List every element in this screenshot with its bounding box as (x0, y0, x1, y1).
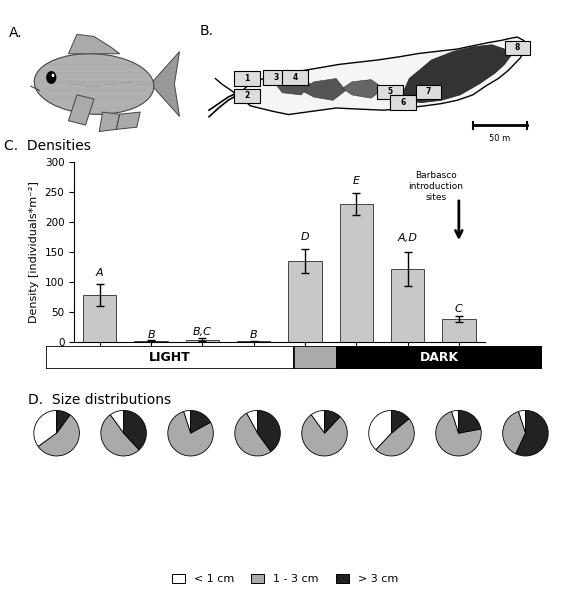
Polygon shape (301, 79, 345, 100)
Bar (294, 346, 337, 369)
FancyBboxPatch shape (377, 85, 403, 99)
Polygon shape (343, 80, 384, 98)
Wedge shape (38, 415, 79, 456)
Text: D: D (300, 232, 310, 242)
Text: B: B (147, 329, 155, 340)
Text: 50 m: 50 m (489, 134, 510, 143)
Bar (186, 340, 219, 342)
Text: 2: 2 (245, 91, 250, 100)
Wedge shape (435, 412, 481, 456)
Circle shape (46, 71, 56, 84)
Circle shape (52, 74, 54, 77)
Text: E: E (353, 176, 360, 186)
FancyBboxPatch shape (234, 71, 260, 86)
Polygon shape (68, 34, 120, 54)
Text: 1: 1 (245, 74, 250, 83)
Wedge shape (168, 412, 213, 456)
Wedge shape (124, 410, 146, 450)
Wedge shape (56, 410, 70, 433)
Wedge shape (110, 410, 124, 433)
Wedge shape (101, 415, 139, 456)
Text: D.  Size distributions: D. Size distributions (28, 393, 172, 407)
Text: C: C (455, 304, 463, 314)
FancyBboxPatch shape (263, 70, 288, 85)
FancyBboxPatch shape (390, 95, 416, 110)
Wedge shape (235, 413, 271, 456)
Text: A,D: A,D (397, 233, 418, 243)
Wedge shape (392, 410, 409, 433)
Y-axis label: Density [individuals*m⁻²]: Density [individuals*m⁻²] (29, 181, 39, 323)
Wedge shape (503, 412, 526, 454)
Wedge shape (324, 410, 340, 433)
Polygon shape (276, 77, 311, 95)
Bar (337, 346, 542, 369)
Text: DARK: DARK (420, 351, 459, 364)
Text: A.: A. (9, 26, 22, 40)
Text: 3: 3 (273, 73, 278, 82)
Bar (135, 341, 168, 342)
Wedge shape (516, 410, 548, 456)
Bar (391, 269, 424, 342)
Wedge shape (258, 410, 280, 452)
FancyBboxPatch shape (234, 89, 260, 103)
Text: 8: 8 (515, 43, 520, 52)
Text: B.: B. (200, 24, 214, 38)
Polygon shape (400, 45, 511, 103)
Wedge shape (376, 419, 414, 456)
Text: A: A (96, 268, 104, 278)
Bar (442, 319, 475, 342)
Text: 7: 7 (426, 87, 431, 96)
Ellipse shape (34, 53, 154, 115)
Wedge shape (451, 410, 458, 433)
Wedge shape (369, 410, 392, 450)
Wedge shape (518, 410, 526, 433)
Wedge shape (34, 410, 56, 446)
Wedge shape (184, 410, 190, 433)
FancyBboxPatch shape (416, 85, 441, 99)
Wedge shape (190, 410, 210, 433)
Wedge shape (247, 410, 258, 433)
Polygon shape (116, 112, 140, 130)
Text: LIGHT: LIGHT (149, 351, 190, 364)
Polygon shape (68, 95, 94, 125)
Bar (288, 261, 321, 342)
Bar (83, 295, 116, 342)
Bar (340, 204, 373, 342)
Text: 4: 4 (292, 73, 298, 82)
FancyBboxPatch shape (504, 41, 530, 55)
Wedge shape (311, 410, 324, 433)
Text: Barbasco
introduction
sites: Barbasco introduction sites (408, 171, 463, 202)
Text: 6: 6 (400, 98, 405, 107)
Text: B,C: B,C (193, 327, 212, 337)
Legend: < 1 cm, 1 - 3 cm, > 3 cm: < 1 cm, 1 - 3 cm, > 3 cm (168, 569, 402, 589)
Wedge shape (458, 410, 481, 433)
Bar (46, 346, 294, 369)
Text: C.  Densities: C. Densities (5, 139, 91, 153)
Text: 5: 5 (388, 87, 393, 96)
Bar (237, 341, 270, 342)
Polygon shape (99, 112, 120, 131)
Polygon shape (150, 52, 180, 116)
Wedge shape (302, 415, 347, 456)
Polygon shape (238, 37, 527, 115)
FancyBboxPatch shape (282, 70, 308, 85)
Text: B: B (250, 331, 258, 340)
